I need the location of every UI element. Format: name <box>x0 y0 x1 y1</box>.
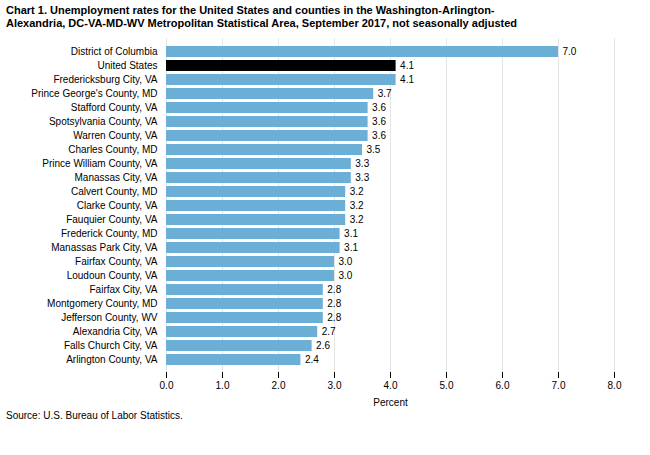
svg-text:3.2: 3.2 <box>350 214 364 225</box>
svg-text:4.1: 4.1 <box>400 60 414 71</box>
svg-text:Frederick County, MD: Frederick County, MD <box>61 228 158 239</box>
html-text:Chart 1. Unemployment rates fo: Chart 1. Unemployment rates for the Unit… <box>6 4 495 16</box>
svg-text:3.5: 3.5 <box>367 144 381 155</box>
svg-text:3.6: 3.6 <box>372 102 386 113</box>
svg-text:United States: United States <box>97 60 157 71</box>
svg-text:5.0: 5.0 <box>440 380 454 391</box>
svg-text:7.0: 7.0 <box>563 46 577 57</box>
svg-text:Prince George's County, MD: Prince George's County, MD <box>31 88 157 99</box>
svg-text:3.6: 3.6 <box>372 130 386 141</box>
svg-text:Calvert County, MD: Calvert County, MD <box>71 186 158 197</box>
svg-text:3.7: 3.7 <box>378 88 392 99</box>
svg-text:3.2: 3.2 <box>350 200 364 211</box>
svg-text:3.0: 3.0 <box>328 380 342 391</box>
svg-text:6.0: 6.0 <box>496 380 510 391</box>
svg-text:2.8: 2.8 <box>327 298 341 309</box>
svg-text:2.0: 2.0 <box>272 380 286 391</box>
svg-text:3.2: 3.2 <box>350 186 364 197</box>
html-text:Source: U.S. Bureau of Labor S: Source: U.S. Bureau of Labor Statistics. <box>6 410 183 421</box>
svg-text:4.0: 4.0 <box>384 380 398 391</box>
svg-text:Warren County, VA: Warren County, VA <box>73 130 158 141</box>
svg-text:2.6: 2.6 <box>316 340 330 351</box>
svg-text:Clarke County, VA: Clarke County, VA <box>77 200 158 211</box>
svg-text:Alexandria City, VA: Alexandria City, VA <box>73 326 158 337</box>
svg-text:2.4: 2.4 <box>305 354 319 365</box>
svg-text:Jefferson County, WV: Jefferson County, WV <box>61 312 158 323</box>
svg-text:Montgomery County, MD: Montgomery County, MD <box>47 298 157 309</box>
svg-text:3.1: 3.1 <box>344 242 358 253</box>
svg-text:Loudoun County, VA: Loudoun County, VA <box>67 270 158 281</box>
svg-text:Arlington County, VA: Arlington County, VA <box>66 354 158 365</box>
html-text:Alexandria, DC-VA-MD-WV Metrop: Alexandria, DC-VA-MD-WV Metropolitan Sta… <box>6 17 517 29</box>
svg-text:0.0: 0.0 <box>160 380 174 391</box>
svg-text:Spotsylvania County, VA: Spotsylvania County, VA <box>49 116 158 127</box>
svg-text:Manassas Park City, VA: Manassas Park City, VA <box>51 242 158 253</box>
svg-text:Manassas City, VA: Manassas City, VA <box>75 172 158 183</box>
svg-text:Fairfax City, VA: Fairfax City, VA <box>90 284 158 295</box>
svg-text:3.3: 3.3 <box>355 158 369 169</box>
svg-text:Fredericksburg City, VA: Fredericksburg City, VA <box>53 74 157 85</box>
svg-text:4.1: 4.1 <box>400 74 414 85</box>
svg-text:District of Columbia: District of Columbia <box>71 46 158 57</box>
svg-text:3.0: 3.0 <box>339 256 353 267</box>
svg-text:Falls Church City, VA: Falls Church City, VA <box>64 340 158 351</box>
svg-text:Stafford County, VA: Stafford County, VA <box>71 102 158 113</box>
svg-text:3.6: 3.6 <box>372 116 386 127</box>
svg-text:2.8: 2.8 <box>327 312 341 323</box>
svg-text:7.0: 7.0 <box>552 380 566 391</box>
svg-text:Percent: Percent <box>373 397 408 408</box>
svg-text:2.8: 2.8 <box>327 284 341 295</box>
svg-text:Fairfax County, VA: Fairfax County, VA <box>75 256 158 267</box>
svg-text:Prince William County, VA: Prince William County, VA <box>42 158 158 169</box>
svg-text:3.0: 3.0 <box>339 270 353 281</box>
svg-text:Charles County, MD: Charles County, MD <box>68 144 157 155</box>
svg-text:3.3: 3.3 <box>355 172 369 183</box>
svg-text:8.0: 8.0 <box>608 380 622 391</box>
svg-text:1.0: 1.0 <box>216 380 230 391</box>
svg-text:3.1: 3.1 <box>344 228 358 239</box>
svg-text:2.7: 2.7 <box>322 326 336 337</box>
svg-text:Fauquier County, VA: Fauquier County, VA <box>66 214 158 225</box>
